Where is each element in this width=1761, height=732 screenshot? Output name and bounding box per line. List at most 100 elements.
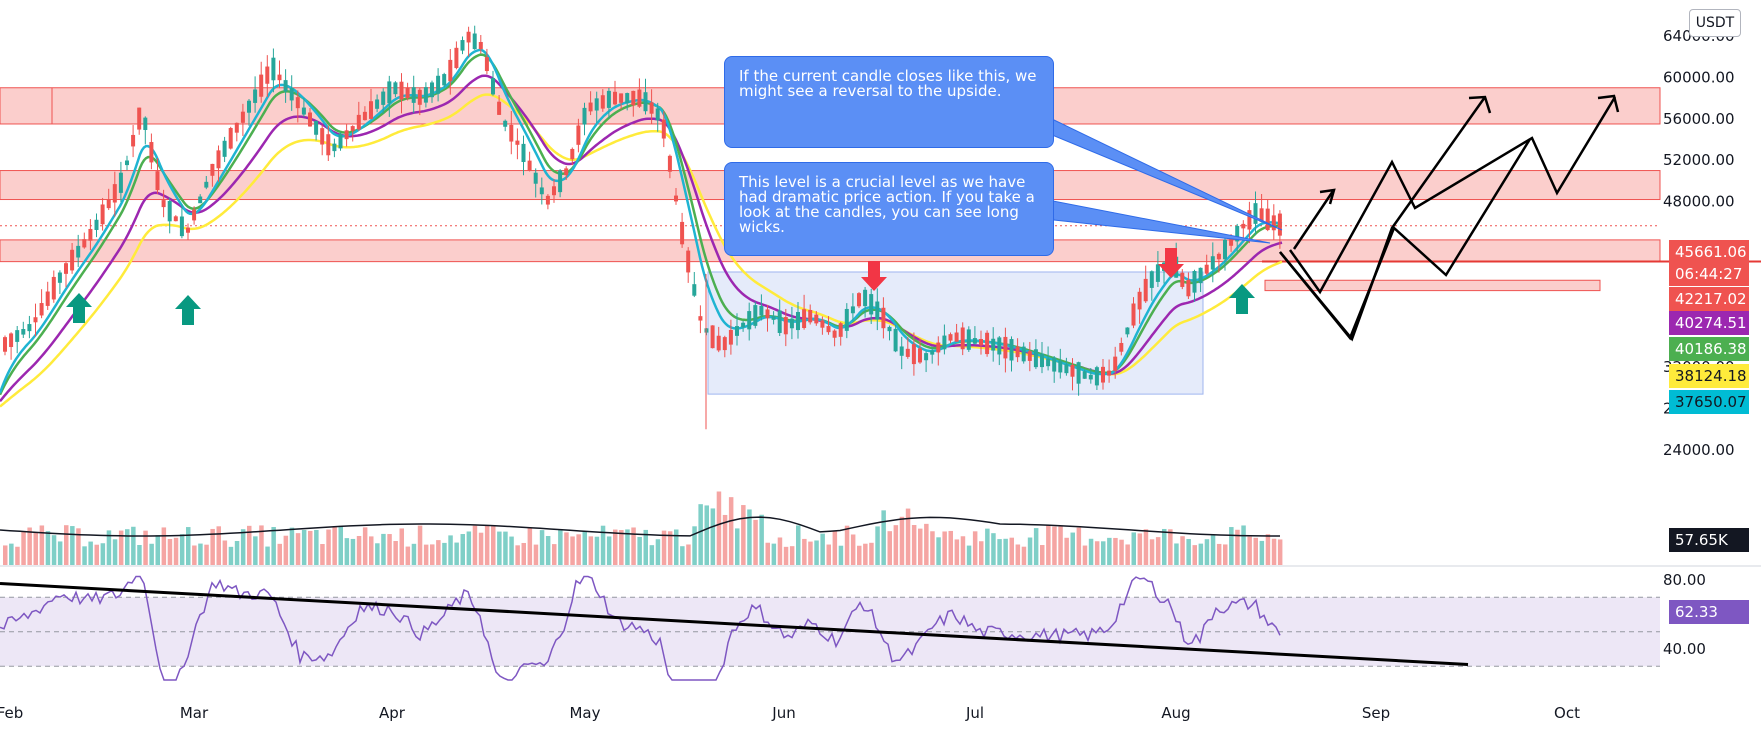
volume-bar <box>210 528 215 565</box>
volume-bar <box>716 491 722 565</box>
candle <box>594 98 599 111</box>
candle <box>613 91 617 105</box>
volume-bar <box>82 546 87 565</box>
candle <box>3 337 7 352</box>
volume-bar <box>613 529 618 565</box>
candle <box>710 325 715 349</box>
candle <box>51 276 56 300</box>
candle <box>771 315 776 320</box>
candle <box>76 245 81 258</box>
volume-bar <box>198 543 203 565</box>
ema-blue-badge: 37650.07 <box>1669 390 1749 414</box>
volume-bar <box>442 542 447 565</box>
callout-reversal-note[interactable]: If the current candle closes like this, … <box>724 56 1054 148</box>
candle <box>515 140 520 145</box>
volume-bar <box>1137 533 1143 565</box>
candle <box>655 108 660 121</box>
candle <box>674 195 678 202</box>
volume-bar <box>1143 529 1149 565</box>
candle <box>283 80 288 92</box>
volume-bar <box>234 540 240 565</box>
candle <box>308 112 312 127</box>
candle <box>216 150 221 169</box>
volume-bar <box>1216 543 1222 565</box>
volume-bar <box>747 509 752 565</box>
volume-bar <box>149 543 154 565</box>
currency-label[interactable]: USDT <box>1689 9 1741 37</box>
volume-bar <box>179 534 185 565</box>
candle <box>411 87 416 103</box>
volume-bar <box>991 533 996 565</box>
volume-bar <box>905 508 911 565</box>
volume-bar <box>277 543 282 565</box>
candle <box>570 148 575 160</box>
volume-bar <box>881 510 886 565</box>
volume-bar <box>966 545 972 565</box>
volume-bar <box>759 514 764 565</box>
candle <box>326 134 331 156</box>
volume-bar <box>930 531 935 565</box>
candle <box>667 155 672 172</box>
volume-bar <box>247 525 252 565</box>
volume-bar <box>33 532 38 565</box>
volume-bar <box>478 532 484 565</box>
volume-bar <box>692 526 697 565</box>
volume-bar <box>1082 545 1088 565</box>
price-axis-label: 48000.00 <box>1663 193 1735 211</box>
volume-bar <box>454 542 459 565</box>
candle <box>576 125 581 145</box>
volume-bar <box>1253 537 1258 565</box>
candle <box>1094 367 1099 386</box>
ema-purple-badge: 40274.51 <box>1669 311 1749 335</box>
volume-bar <box>100 543 106 565</box>
candle <box>826 326 831 333</box>
buy-signal-arrow-icon <box>1229 284 1255 314</box>
callout-crucial-level-note[interactable]: This level is a crucial level as we have… <box>724 162 1054 256</box>
candle <box>228 128 233 149</box>
volume-bar <box>1259 540 1265 565</box>
candle <box>362 111 367 121</box>
candle <box>240 111 245 123</box>
candle <box>857 293 861 307</box>
candle <box>173 216 178 222</box>
volume-bar <box>436 540 441 565</box>
candle <box>405 87 410 99</box>
volume-bar <box>240 529 246 565</box>
volume-bar <box>57 541 63 565</box>
rsi-line <box>0 575 1281 681</box>
candle <box>558 170 563 193</box>
volume-bar <box>369 536 374 565</box>
candle <box>637 89 642 107</box>
volume-bar <box>295 533 301 565</box>
volume-bar <box>869 542 874 565</box>
candle <box>442 74 447 86</box>
volume-bar <box>600 525 606 565</box>
volume-bar <box>430 544 435 565</box>
candle <box>887 326 892 332</box>
candle <box>1210 256 1215 270</box>
volume-bar <box>186 527 191 565</box>
candle <box>460 40 465 51</box>
candle <box>1271 215 1276 231</box>
volume-bar <box>497 531 502 565</box>
candle <box>606 90 611 108</box>
volume-bar <box>173 537 179 565</box>
volume-bar <box>289 527 295 565</box>
candle <box>332 143 337 152</box>
candle <box>350 126 355 131</box>
candle <box>588 102 593 112</box>
time-axis-label: Aug <box>1161 704 1190 722</box>
volume-bar <box>131 526 136 565</box>
volume-bar <box>606 536 612 565</box>
candle <box>1119 342 1124 352</box>
volume-bar <box>728 497 734 565</box>
candle <box>533 172 538 184</box>
volume-bar <box>253 536 258 565</box>
candle <box>1223 239 1227 260</box>
projection-spacer <box>1280 97 1485 339</box>
volume-bar <box>51 535 57 565</box>
volume-bar <box>3 545 8 565</box>
candle <box>1003 336 1008 359</box>
candle <box>722 337 727 351</box>
